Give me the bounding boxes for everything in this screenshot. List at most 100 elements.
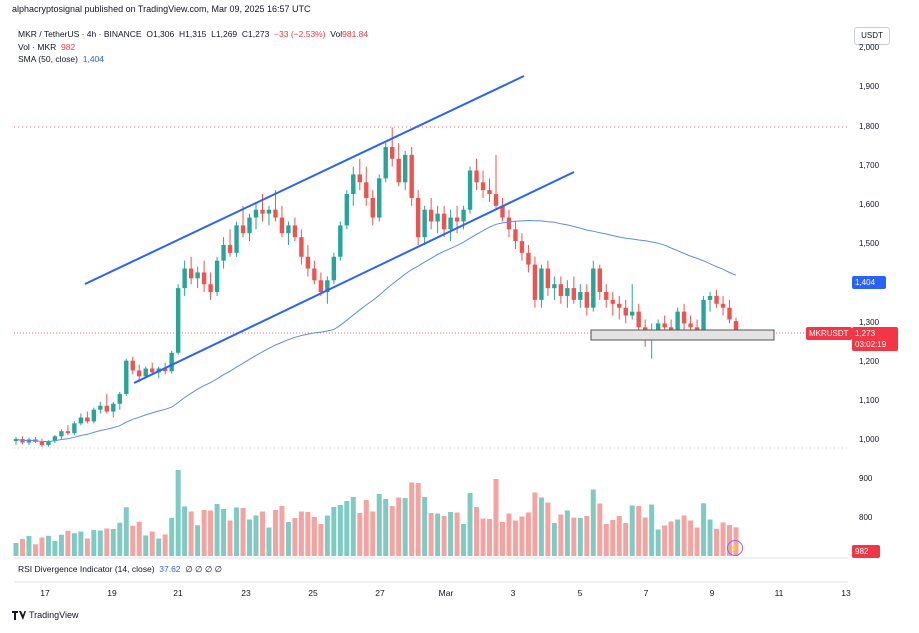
candle-body[interactable] [104,405,110,412]
candle-body[interactable] [467,170,473,210]
candle-body[interactable] [72,423,77,434]
candle-body[interactable] [565,288,570,296]
candle-body[interactable] [591,268,596,308]
candle-body[interactable] [59,431,64,437]
candle-body[interactable] [655,323,661,332]
candle-body[interactable] [532,264,538,300]
candle-body[interactable] [221,245,226,261]
candle-body[interactable] [513,229,518,242]
candle-body[interactable] [733,321,739,334]
candle-body[interactable] [266,209,272,214]
candle-body[interactable] [85,417,90,422]
candle-body[interactable] [402,154,408,183]
candle-body[interactable] [98,405,103,410]
candle-body[interactable] [351,174,356,195]
candle-body[interactable] [318,280,324,293]
candle-body[interactable] [662,323,667,328]
candle-body[interactable] [299,237,304,257]
candle-body[interactable] [65,431,71,434]
candle-body[interactable] [312,268,317,281]
candle-body[interactable] [675,311,680,332]
candle-body[interactable] [26,439,32,443]
candle-body[interactable] [578,292,583,300]
candle-body[interactable] [227,245,233,253]
candle-body[interactable] [188,268,194,279]
candle-body[interactable] [117,393,122,404]
candle-body[interactable] [175,288,181,353]
candle-body[interactable] [448,217,453,230]
candle-body[interactable] [422,209,427,238]
candle-body[interactable] [474,170,479,183]
candle-body[interactable] [415,197,421,238]
candle-body[interactable] [493,194,499,206]
candle-body[interactable] [124,360,129,394]
candle-body[interactable] [130,360,135,371]
candle-body[interactable] [714,295,719,304]
candle-body[interactable] [480,182,486,191]
candle-body[interactable] [195,272,200,279]
currency-button[interactable]: USDT [854,27,890,45]
candle-body[interactable] [571,288,577,300]
candle-body[interactable] [305,256,311,269]
sma-legend-row[interactable]: SMA (50, close) 1,404 [18,53,368,66]
candle-body[interactable] [344,194,350,226]
candle-body[interactable] [292,225,298,238]
candle-body[interactable] [727,307,732,320]
lightning-icon[interactable]: ⚡ [727,540,743,556]
candle-body[interactable] [461,209,466,222]
candle-body[interactable] [214,260,220,293]
support-zone-box[interactable] [590,329,775,341]
candle-body[interactable] [325,280,330,293]
candle-body[interactable] [78,417,84,424]
candle-body[interactable] [610,299,615,304]
candle-body[interactable] [707,295,713,300]
candle-body[interactable] [46,441,51,445]
candle-body[interactable] [253,209,259,218]
candle-body[interactable] [201,272,207,285]
volume-legend-row[interactable]: Vol · MKR 982 [18,41,368,54]
candle-body[interactable] [162,368,168,372]
candle-body[interactable] [273,209,278,218]
candle-body[interactable] [137,370,142,377]
candle-body[interactable] [240,225,246,234]
candle-body[interactable] [617,303,622,308]
candle-body[interactable] [545,268,551,289]
candle-body[interactable] [623,307,628,316]
candle-body[interactable] [169,352,174,372]
candle-body[interactable] [694,327,700,332]
candle-body[interactable] [558,284,564,296]
candle-body[interactable] [390,147,395,159]
candle-body[interactable] [396,158,401,183]
candle-body[interactable] [584,292,590,308]
candle-body[interactable] [409,154,414,198]
candle-body[interactable] [208,284,213,293]
candle-body[interactable] [338,225,343,257]
candle-body[interactable] [539,268,544,300]
candle-body[interactable] [331,256,337,281]
candle-body[interactable] [247,217,252,234]
candle-body[interactable] [150,368,155,373]
candle-body[interactable] [487,190,492,195]
candle-body[interactable] [279,217,285,234]
candle-body[interactable] [454,217,460,222]
candle-body[interactable] [383,147,388,179]
candle-body[interactable] [441,213,447,230]
candle-body[interactable] [435,213,440,222]
candle-body[interactable] [636,311,641,328]
candle-body[interactable] [604,292,609,300]
symbol-label[interactable]: MKR / TetherUS · 4h · BINANCE [18,29,142,39]
candle-body[interactable] [701,299,706,332]
candle-body[interactable] [143,368,148,377]
candle-body[interactable] [720,303,726,308]
candle-body[interactable] [234,225,239,253]
candle-body[interactable] [364,182,369,198]
candle-body[interactable] [39,441,45,445]
candle-body[interactable] [260,209,265,214]
candle-body[interactable] [357,174,362,183]
candle-body[interactable] [377,178,382,218]
candle-body[interactable] [681,311,687,324]
candle-body[interactable] [370,197,375,218]
candle-body[interactable] [111,403,116,412]
candle-body[interactable] [506,217,512,230]
